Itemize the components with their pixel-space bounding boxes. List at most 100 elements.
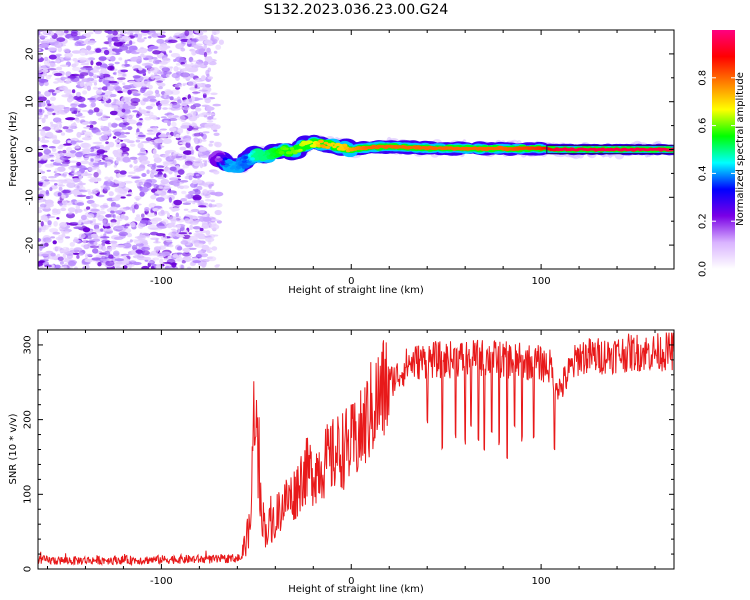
- trace-band-3: [329, 144, 334, 147]
- noise-blob: [144, 65, 152, 69]
- noise-blob: [76, 254, 80, 259]
- noise-blob: [97, 117, 108, 121]
- noise-blob: [195, 161, 201, 164]
- noise-blob: [171, 228, 176, 231]
- noise-blob: [115, 210, 123, 215]
- trace-band-3: [332, 145, 337, 149]
- noise-blob: [76, 108, 82, 111]
- noise-blob: [182, 202, 191, 205]
- noise-blob: [38, 108, 45, 115]
- spectrogram-plot-area: [38, 30, 674, 269]
- colorbar-tick-label: 0.2: [698, 213, 709, 229]
- noise-blob: [188, 30, 193, 36]
- y-tick-label: -10: [25, 189, 36, 205]
- noise-blob: [47, 103, 52, 107]
- snr-series-line: [38, 332, 674, 567]
- noise-blob: [208, 61, 217, 66]
- snr-plot-area: [38, 332, 674, 567]
- noise-blob: [139, 118, 143, 121]
- noise-blob: [67, 75, 77, 79]
- noise-blob: [159, 100, 169, 105]
- noise-blob: [212, 32, 216, 35]
- x-tick-label: 100: [532, 576, 551, 587]
- noise-blob: [52, 139, 61, 145]
- noise-blob: [101, 47, 108, 50]
- noise-blob: [184, 160, 193, 166]
- noise-blob: [168, 197, 172, 203]
- noise-blob: [48, 152, 59, 155]
- noise-blob: [208, 203, 213, 208]
- noise-blob: [38, 117, 42, 120]
- noise-blob: [149, 126, 157, 129]
- snr-y-axis-label: SNR (10 * v/v): [8, 413, 19, 484]
- noise-blob: [143, 37, 147, 40]
- noise-blob: [204, 198, 212, 202]
- noise-blob: [47, 215, 56, 219]
- noise-blob: [211, 246, 218, 251]
- trace-band-3: [330, 142, 335, 145]
- noise-blob: [47, 47, 58, 51]
- noise-blob: [112, 136, 117, 139]
- noise-blob: [129, 156, 138, 160]
- noise-blob: [56, 253, 61, 258]
- noise-blob: [41, 136, 46, 141]
- noise-blob: [109, 240, 118, 244]
- noise-blob: [105, 260, 115, 267]
- noise-blob: [202, 189, 208, 194]
- noise-blob: [177, 127, 184, 134]
- noise-blob: [156, 38, 165, 44]
- noise-blob: [116, 149, 123, 155]
- noise-blob: [84, 173, 91, 176]
- noise-blob: [73, 266, 79, 269]
- noise-blob: [141, 213, 145, 218]
- noise-blob: [126, 194, 132, 197]
- noise-blob: [62, 231, 70, 234]
- noise-blob: [156, 80, 163, 83]
- noise-blob: [68, 165, 78, 171]
- noise-blob: [177, 99, 182, 104]
- noise-blob: [46, 203, 54, 208]
- noise-blob: [175, 56, 185, 63]
- noise-blob: [213, 191, 224, 197]
- noise-blob: [159, 78, 166, 81]
- noise-blob: [204, 56, 209, 62]
- noise-blob: [133, 159, 138, 165]
- noise-blob: [126, 232, 133, 238]
- noise-blob: [109, 55, 116, 62]
- trace-band-3: [222, 157, 228, 161]
- noise-blob: [179, 180, 189, 183]
- noise-blob: [101, 131, 111, 134]
- noise-blob: [79, 82, 85, 88]
- noise-blob: [190, 183, 195, 188]
- noise-blob: [155, 238, 159, 243]
- noise-blob: [115, 225, 125, 230]
- noise-blob: [76, 119, 81, 123]
- noise-blob: [131, 56, 142, 62]
- noise-blob: [104, 180, 114, 187]
- noise-blob: [210, 224, 220, 230]
- noise-blob: [153, 72, 158, 76]
- noise-blob: [131, 176, 141, 179]
- colorbar-ticks: 0.0 0.2 0.4 0.6 0.8: [698, 70, 735, 277]
- noise-blob: [64, 30, 69, 34]
- noise-blob: [162, 107, 168, 110]
- noise-blob: [103, 90, 113, 97]
- noise-blob: [89, 124, 94, 129]
- trace-band-3: [342, 143, 348, 147]
- noise-blob: [135, 249, 143, 254]
- noise-blob: [43, 116, 49, 119]
- noise-blob: [40, 130, 46, 137]
- noise-blob: [157, 104, 162, 111]
- noise-blob: [39, 171, 46, 174]
- noise-blob: [197, 250, 203, 254]
- noise-blob: [126, 31, 130, 35]
- trace-band-3: [217, 158, 223, 162]
- trace-band-3: [250, 157, 255, 161]
- snr-x-ticks: -100 0 100: [46, 330, 656, 587]
- noise-blob: [194, 242, 205, 248]
- noise-blob: [153, 246, 162, 251]
- spectrogram-signal-trace: [208, 134, 674, 174]
- noise-blob: [76, 96, 86, 103]
- noise-blob: [77, 132, 84, 135]
- noise-blob: [65, 117, 76, 121]
